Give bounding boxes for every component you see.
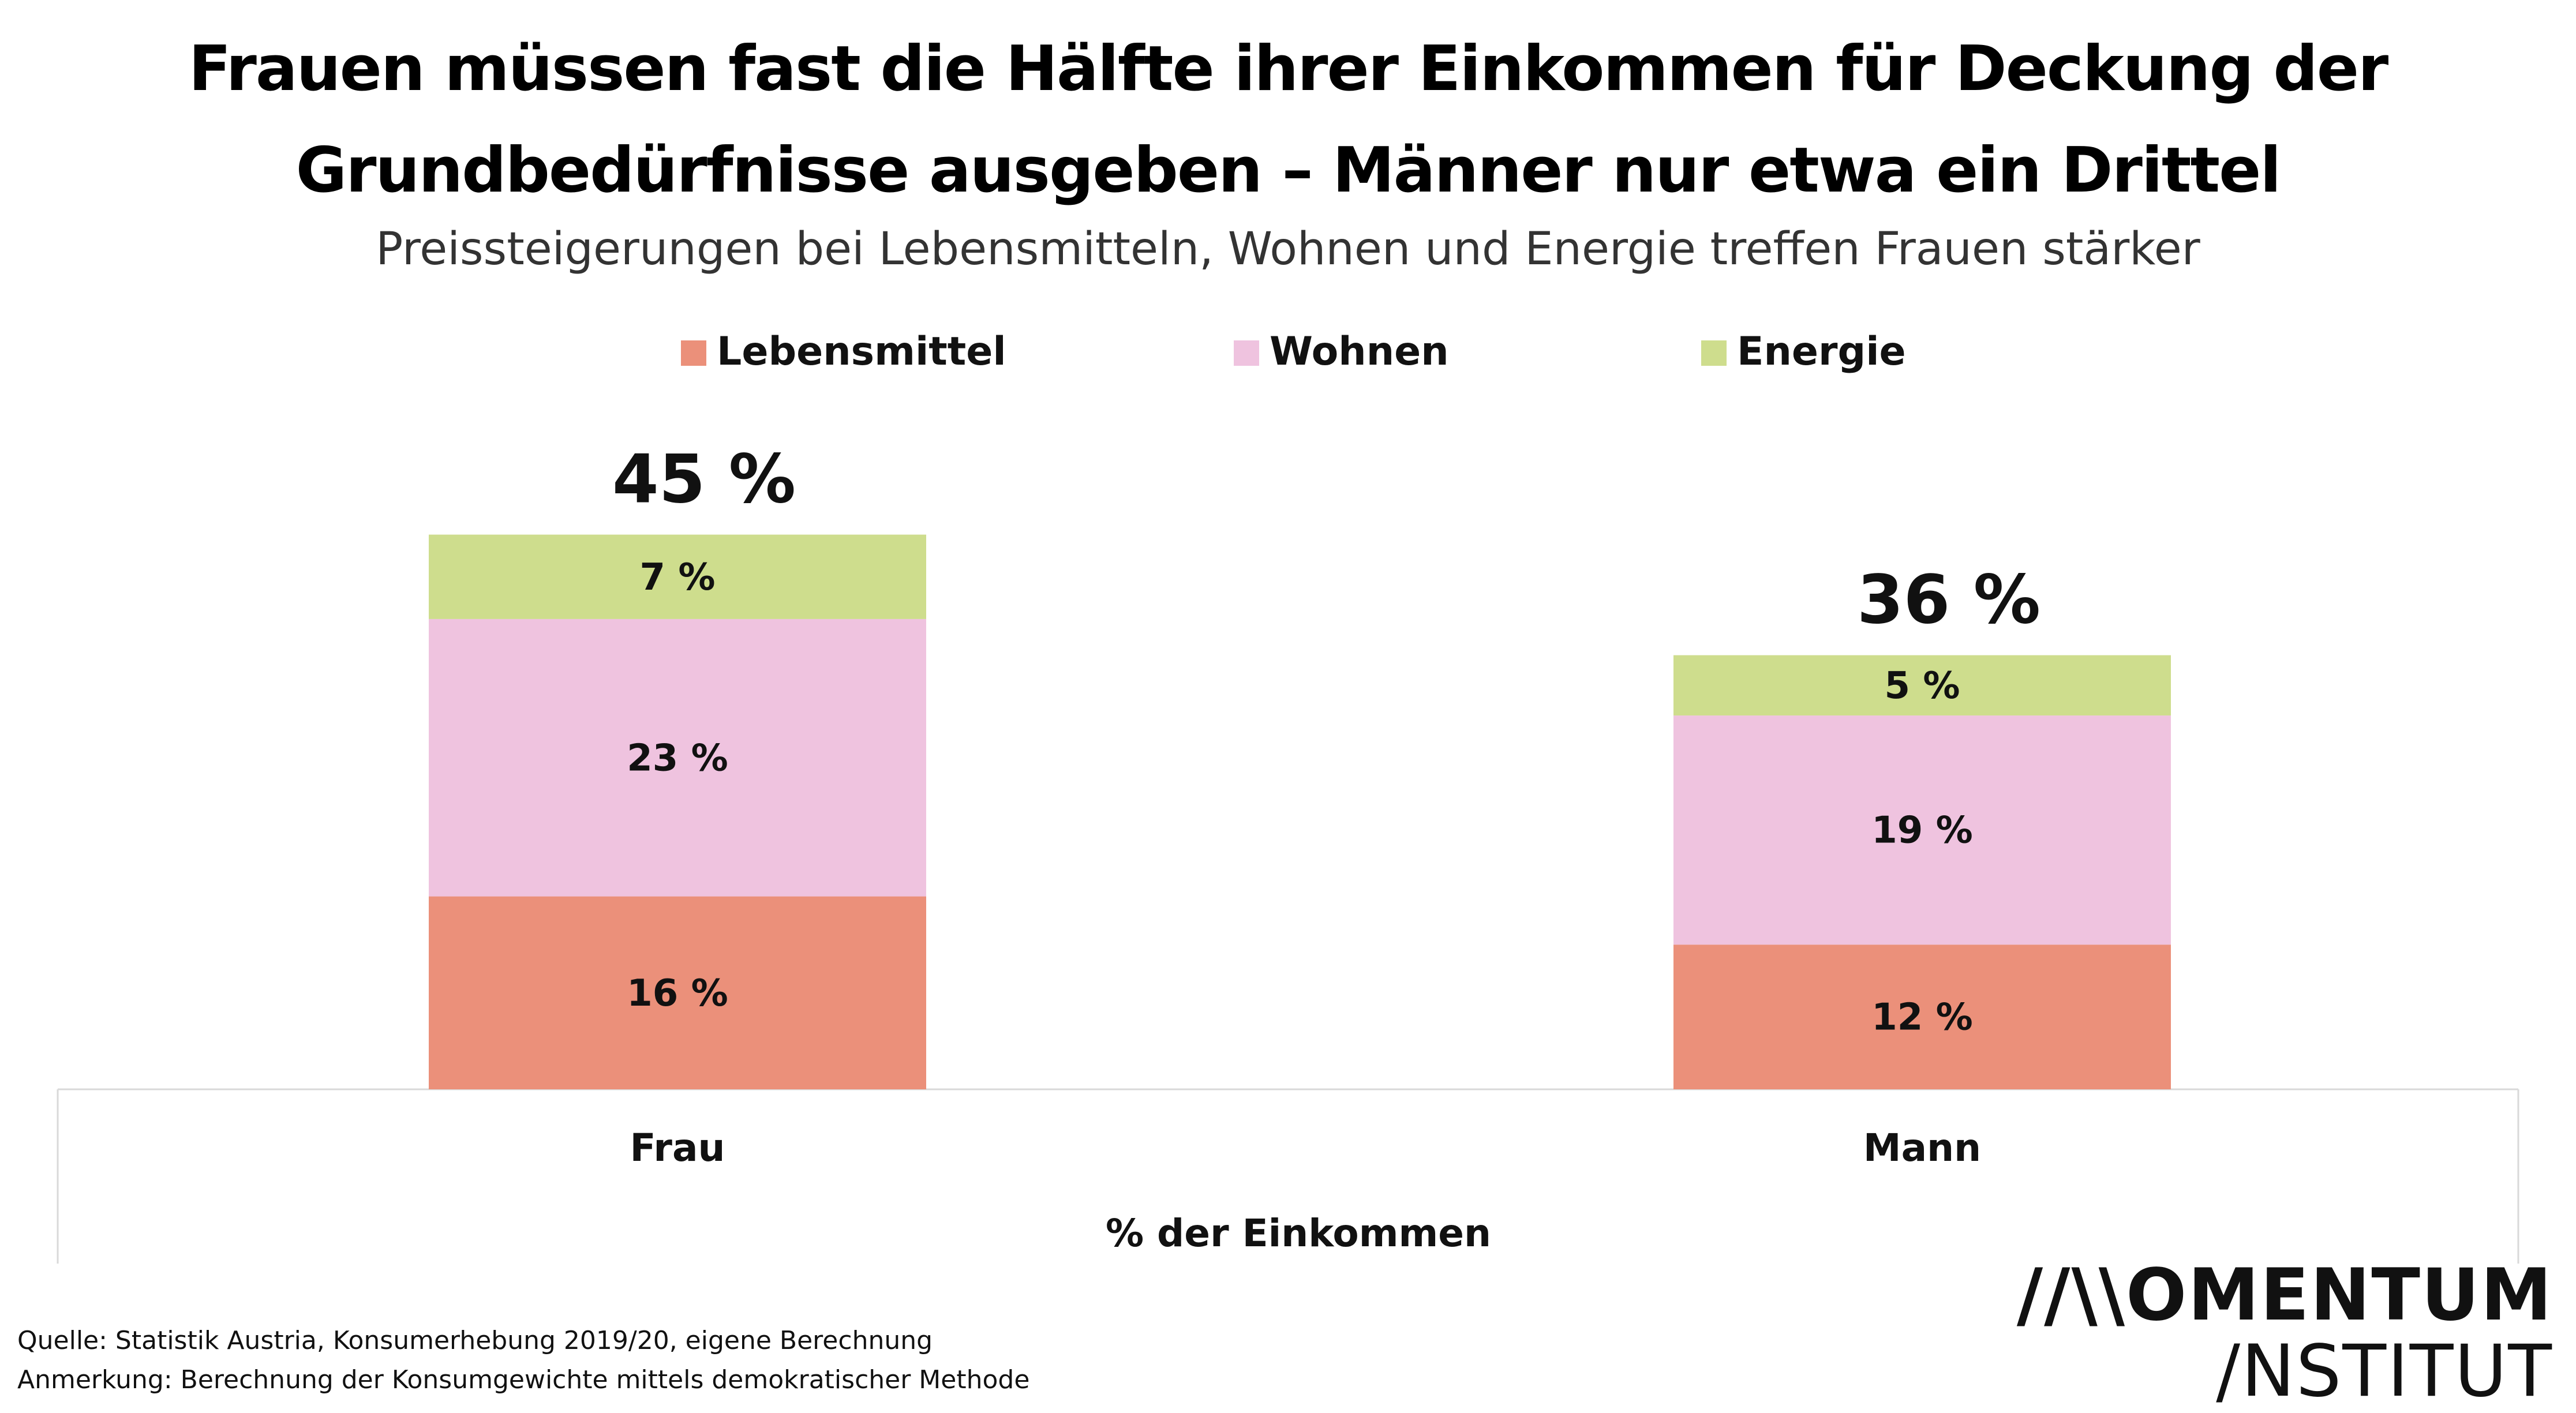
legend-label-energie: Energie: [1737, 329, 1906, 374]
bar-mann-lebensmittel: [1673, 945, 2171, 1089]
total-label-mann: 36 %: [1857, 561, 2040, 639]
x-tick-label-mann: Mann: [1863, 1126, 1981, 1170]
source-note: Quelle: Statistik Austria, Konsumerhebun…: [17, 1326, 933, 1355]
data-label-mann-lebensmittel: 12 %: [1871, 996, 1972, 1039]
data-label-mann-energie: 5 %: [1885, 665, 1960, 707]
legend-label-wohnen: Wohnen: [1270, 329, 1449, 374]
bar-mann-energie: [1673, 655, 2171, 716]
momentum-logo-line-1: //\\OMENTUM: [2016, 1254, 2553, 1337]
legend-swatch-wohnen: [1234, 340, 1259, 366]
stacked-bar-chart: Lebensmittel Wohnen Energie 16 % 23 % 7 % 45 %…: [57, 329, 2519, 1264]
data-label-frau-energie: 7 %: [640, 556, 716, 599]
bar-frau-lebensmittel: [429, 896, 926, 1089]
chart-title-line-2: Grundbedürfnisse ausgeben – Männer nur e…: [295, 134, 2282, 207]
data-label-frau-lebensmittel: 16 %: [627, 972, 728, 1015]
chart-subtitle: Preissteigerungen bei Lebensmitteln, Woh…: [376, 223, 2200, 275]
chart-title-line-1: Frauen müssen fast die Hälfte ihrer Eink…: [188, 33, 2389, 105]
momentum-logo-line-2: /NSTITUT: [2216, 1330, 2553, 1413]
legend-label-lebensmittel: Lebensmittel: [717, 329, 1006, 374]
legend-swatch-energie: [1701, 340, 1727, 366]
total-label-frau: 45 %: [612, 441, 796, 519]
methodology-note: Anmerkung: Berechnung der Konsumgewichte…: [17, 1365, 1030, 1395]
bar-mann-wohnen: [1673, 715, 2171, 945]
legend-swatch-lebensmittel: [681, 340, 706, 366]
bar-frau-wohnen: [429, 619, 926, 897]
data-label-mann-wohnen: 19 %: [1871, 809, 1972, 852]
bar-frau-energie: [429, 534, 926, 619]
x-axis-title: % der Einkommen: [1106, 1211, 1491, 1255]
data-label-frau-wohnen: 23 %: [627, 737, 728, 779]
x-tick-label-frau: Frau: [630, 1126, 725, 1170]
